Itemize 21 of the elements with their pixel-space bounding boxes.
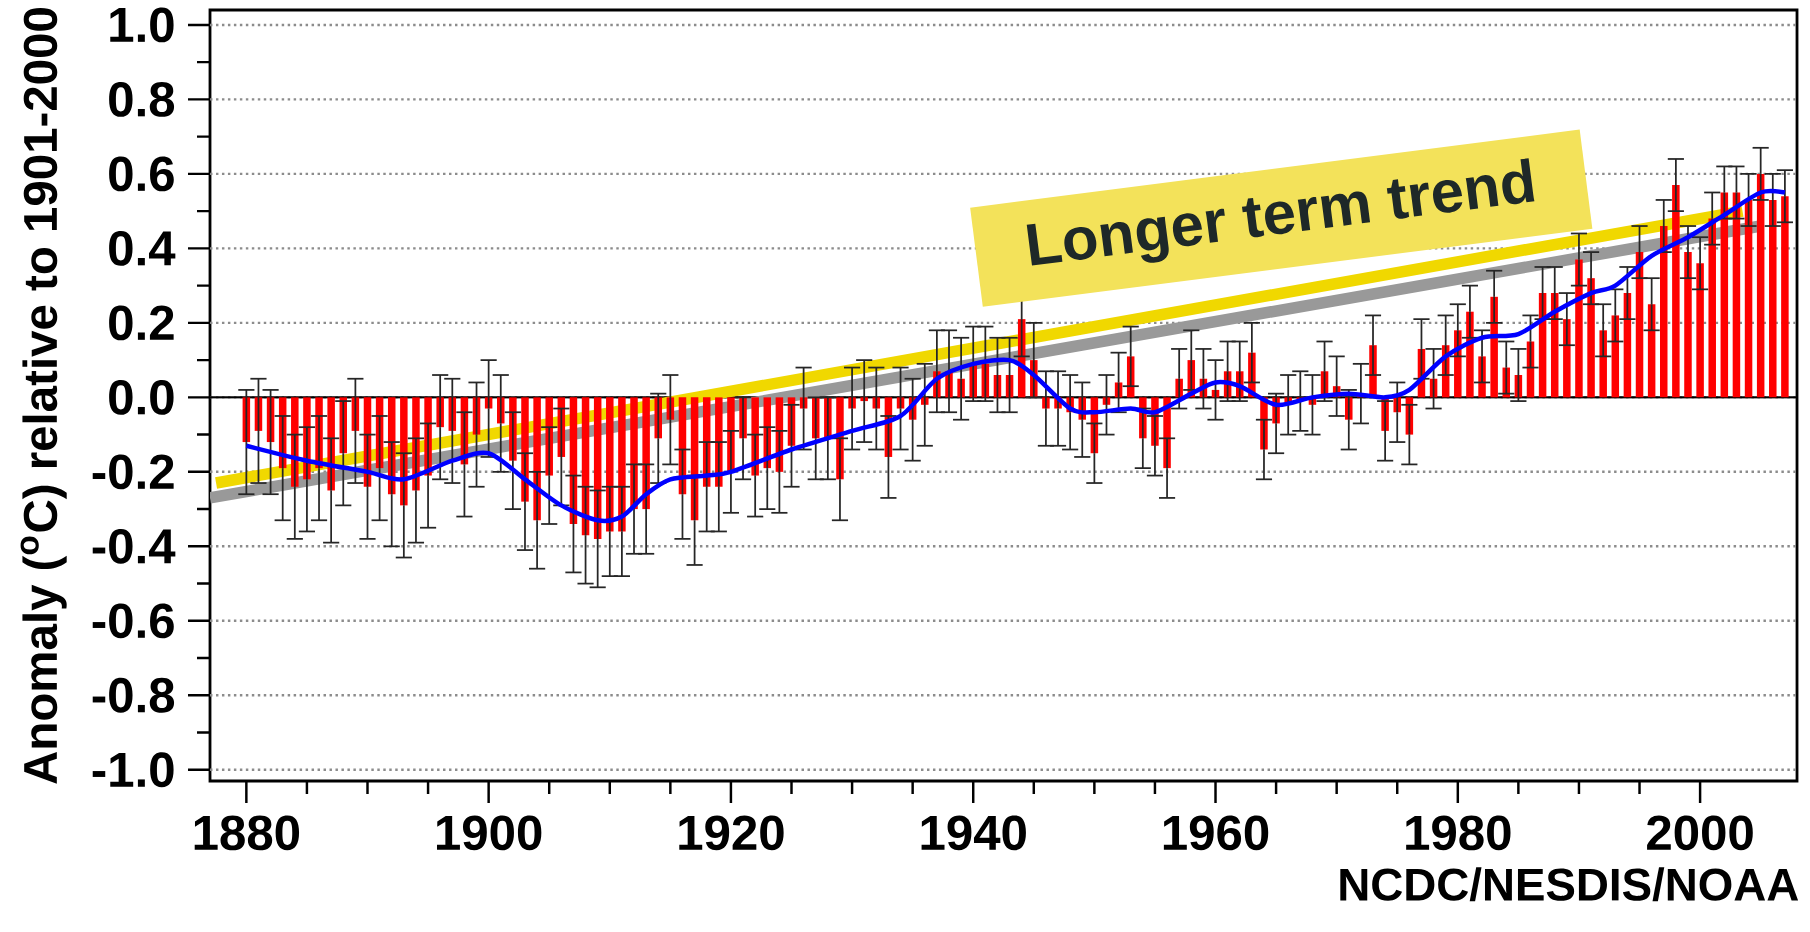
- x-tick-label: 1980: [1406, 815, 1511, 851]
- y-tick-label: 0.2: [109, 305, 174, 341]
- y-tick-label: -0.4: [92, 528, 176, 564]
- y-axis-title: Anomaly ($^{o}$C) relative to 1901-2000: [20, 8, 67, 784]
- x-tick-label: 1880: [194, 815, 300, 851]
- y-tick-label: -1.0: [92, 752, 174, 788]
- annotation: Longer term trend: [1026, 158, 1535, 266]
- y-tick-label: -0.6: [92, 603, 174, 639]
- x-tick-label: 2000: [1647, 815, 1753, 851]
- y-tick-label: 0.4: [109, 230, 176, 266]
- text: NCDC/NESDIS/NOAA: [1340, 867, 1799, 902]
- x-tick-label: 1940: [921, 815, 1026, 851]
- x-tick-label: 1900: [437, 815, 542, 851]
- y-tick-label: -0.8: [92, 677, 175, 713]
- y-tick-label: -0.2: [92, 454, 174, 490]
- y-tick-label: 1.0: [110, 7, 174, 43]
- y-tick-label: 0.6: [109, 156, 174, 192]
- y-tick-label: 0.8: [109, 81, 175, 117]
- y-tick-label: 0.0: [109, 379, 174, 415]
- x-tick-label: 1920: [679, 815, 784, 851]
- x-tick-label: 1960: [1163, 815, 1269, 851]
